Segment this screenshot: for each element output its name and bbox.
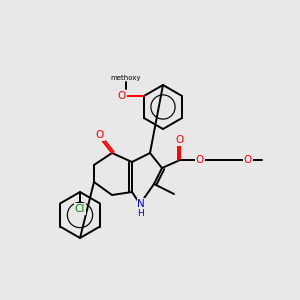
Text: O: O [244, 155, 252, 165]
Text: O: O [96, 130, 104, 140]
Text: N: N [137, 199, 145, 209]
Text: O: O [118, 91, 126, 101]
Text: Cl: Cl [75, 204, 85, 214]
Text: O: O [196, 155, 204, 165]
Text: H: H [138, 208, 144, 217]
Text: methoxy: methoxy [111, 75, 141, 81]
Text: O: O [176, 135, 184, 145]
